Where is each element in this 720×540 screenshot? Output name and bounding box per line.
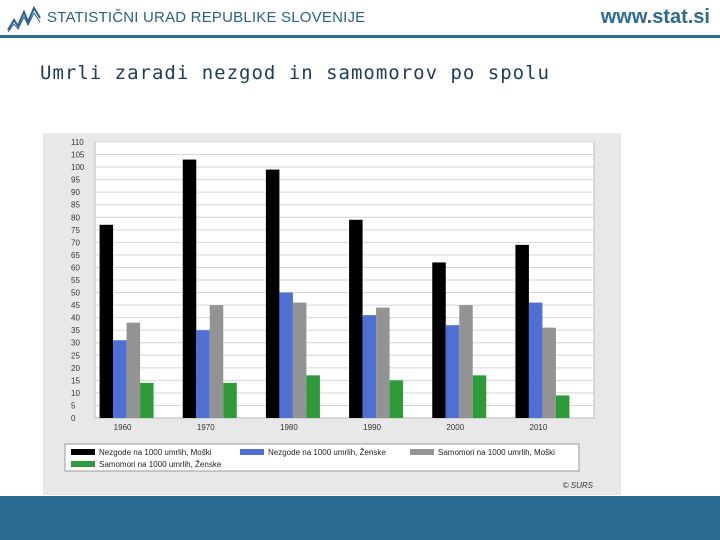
bar-1990-series-3 — [376, 307, 390, 418]
header-divider — [0, 35, 720, 38]
bar-2010-series-1 — [515, 244, 529, 418]
y-tick-label: 60 — [71, 263, 80, 272]
bar-1990-series-2 — [362, 315, 377, 418]
x-tick-label: 2010 — [530, 423, 548, 432]
y-tick-label: 25 — [71, 351, 80, 360]
legend-label: Samomori na 1000 umrlih, Moški — [438, 448, 555, 457]
bars — [99, 159, 570, 418]
legend-label: Samomori na 1000 umrlih, Ženske — [99, 460, 222, 469]
y-tick-label: 0 — [71, 414, 76, 423]
bar-1970-series-1 — [182, 159, 197, 418]
x-tick-label: 2000 — [446, 423, 464, 432]
legend: Nezgode na 1000 umrlih, Moški Nezgode na … — [64, 443, 580, 472]
x-axis-ticks: 1960 1970 1980 1990 2000 2010 — [114, 423, 548, 432]
y-tick-label: 45 — [71, 301, 80, 310]
y-tick-label: 80 — [71, 213, 80, 222]
y-tick-label: 110 — [71, 138, 84, 147]
y-tick-label: 15 — [71, 376, 80, 385]
bar-chart: 0 5 10 15 20 25 30 35 40 45 50 55 60 65 70 75 80 85 90 95 10… — [64, 138, 595, 490]
bar-2000-series-4 — [472, 375, 487, 418]
bar-1970-series-2 — [196, 330, 210, 418]
copyright-note: © SURS — [563, 481, 594, 490]
bar-1960-series-1 — [99, 224, 114, 418]
bar-1960-series-4 — [140, 382, 154, 418]
legend-swatch — [240, 449, 264, 455]
y-tick-label: 10 — [71, 389, 80, 398]
x-tick-label: 1980 — [280, 423, 298, 432]
y-tick-label: 35 — [71, 326, 80, 335]
y-axis-ticks: 0 5 10 15 20 25 30 35 40 45 50 55 60 65 70 75 80 85 90 95 10… — [71, 138, 85, 423]
bar-1970-series-4 — [223, 382, 237, 418]
chart-panel: 0 5 10 15 20 25 30 35 40 45 50 55 60 65 70 75 80 85 90 95 10… — [43, 133, 621, 495]
bar-1960-series-2 — [113, 340, 127, 418]
bar-2010-series-4 — [555, 395, 570, 418]
surs-logo-icon — [7, 5, 41, 33]
site-url-link[interactable]: www.stat.si — [600, 6, 710, 28]
y-tick-label: 5 — [71, 401, 76, 410]
y-tick-label: 100 — [71, 163, 85, 172]
bar-2000-series-1 — [432, 262, 446, 418]
y-tick-label: 50 — [71, 289, 80, 298]
legend-box — [64, 443, 580, 472]
bar-2000-series-2 — [445, 325, 460, 418]
y-tick-label: 75 — [71, 226, 80, 235]
organization-name: STATISTIČNI URAD REPUBLIKE SLOVENIJE — [47, 9, 366, 26]
legend-label: Nezgode na 1000 umrlih, Moški — [99, 448, 212, 457]
footer-bar — [0, 496, 720, 540]
legend-label: Nezgode na 1000 umrlih, Ženske — [268, 448, 386, 457]
bar-1960-series-3 — [126, 322, 141, 418]
y-tick-label: 85 — [71, 201, 80, 210]
bar-1990-series-1 — [349, 219, 363, 418]
legend-swatch — [71, 461, 95, 467]
legend-swatch — [71, 449, 95, 455]
bar-1980-series-1 — [265, 169, 280, 418]
y-tick-label: 105 — [71, 151, 85, 160]
y-tick-label: 70 — [71, 238, 80, 247]
legend-swatch — [410, 449, 434, 455]
bar-2010-series-3 — [542, 327, 556, 418]
page-header: STATISTIČNI URAD REPUBLIKE SLOVENIJE www… — [0, 0, 720, 40]
x-tick-label: 1990 — [363, 423, 381, 432]
bar-1980-series-2 — [279, 292, 293, 418]
bar-1990-series-4 — [389, 380, 404, 418]
y-tick-label: 20 — [71, 364, 80, 373]
slide-title: Umrli zaradi nezgod in samomorov po spol… — [40, 62, 550, 84]
bar-1980-series-3 — [292, 302, 307, 418]
bar-1970-series-3 — [209, 305, 224, 418]
y-tick-label: 55 — [71, 276, 80, 285]
x-tick-label: 1970 — [197, 423, 215, 432]
bar-1980-series-4 — [306, 375, 320, 418]
y-tick-label: 30 — [71, 339, 80, 348]
y-tick-label: 65 — [71, 251, 80, 260]
y-tick-label: 90 — [71, 188, 80, 197]
bar-2010-series-2 — [528, 302, 543, 418]
bar-2000-series-3 — [459, 305, 473, 418]
y-tick-label: 95 — [71, 176, 80, 185]
x-tick-label: 1960 — [114, 423, 132, 432]
y-tick-label: 40 — [71, 314, 80, 323]
gridlines — [95, 141, 594, 406]
